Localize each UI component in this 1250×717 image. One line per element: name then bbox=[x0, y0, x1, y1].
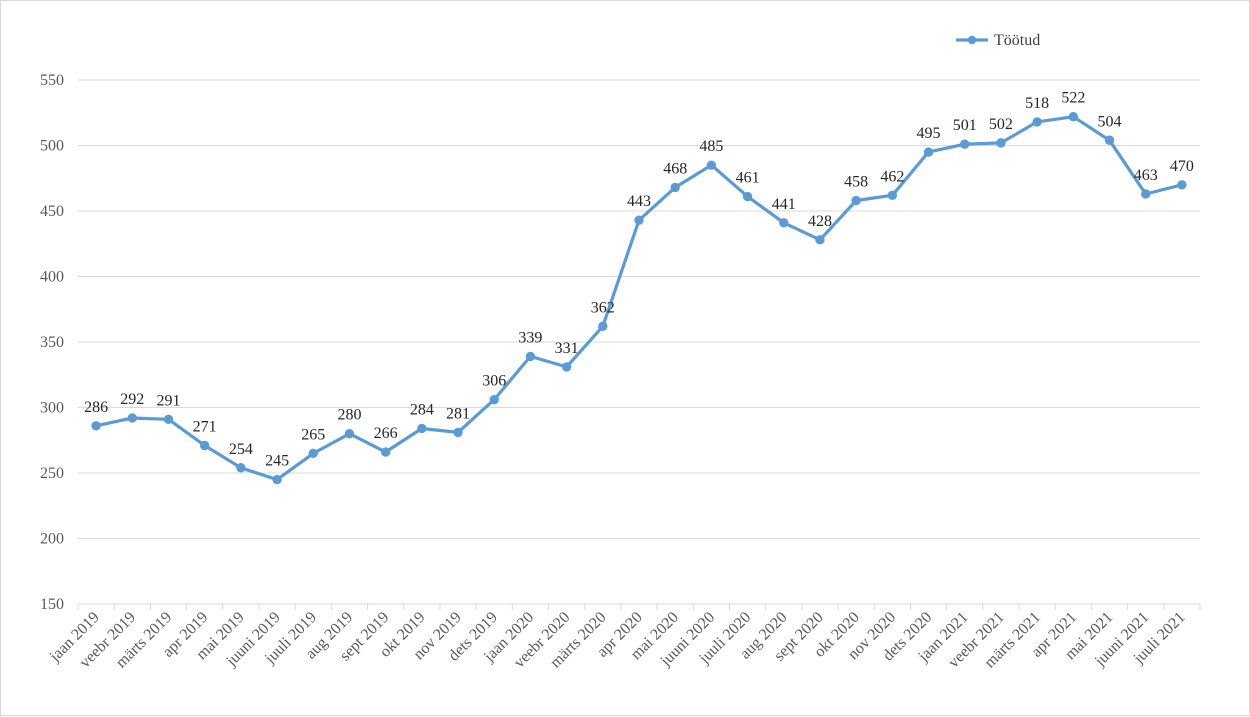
data-label: 339 bbox=[518, 329, 542, 346]
data-point bbox=[1032, 117, 1042, 127]
y-tick-label: 300 bbox=[40, 400, 64, 417]
data-label: 428 bbox=[808, 213, 832, 230]
data-point bbox=[815, 235, 825, 245]
data-label: 281 bbox=[446, 405, 470, 422]
series-group bbox=[91, 111, 1187, 485]
data-point bbox=[1068, 111, 1079, 122]
data-point bbox=[851, 195, 861, 206]
data-point bbox=[380, 447, 391, 457]
data-point bbox=[706, 160, 717, 170]
data-point bbox=[272, 474, 282, 485]
data-point bbox=[525, 351, 536, 362]
data-point bbox=[417, 423, 427, 434]
data-point bbox=[960, 139, 970, 149]
y-tick-label: 250 bbox=[40, 465, 64, 482]
data-point bbox=[670, 182, 680, 193]
data-label: 441 bbox=[772, 196, 796, 213]
data-label: 245 bbox=[265, 453, 289, 470]
gridlines bbox=[78, 79, 1200, 539]
data-label: 284 bbox=[410, 401, 434, 418]
series-line-tootud bbox=[94, 115, 1184, 482]
data-label: 485 bbox=[699, 138, 723, 155]
data-point bbox=[561, 362, 572, 372]
data-point bbox=[344, 429, 355, 439]
legend: Töötud bbox=[956, 32, 1040, 49]
data-label: 522 bbox=[1061, 90, 1085, 107]
data-point bbox=[996, 138, 1006, 148]
data-label: 461 bbox=[736, 170, 760, 187]
data-label: 458 bbox=[844, 174, 868, 191]
data-point bbox=[887, 190, 898, 200]
data-point bbox=[199, 440, 210, 451]
data-point bbox=[742, 191, 753, 202]
data-label: 443 bbox=[627, 193, 651, 210]
data-label: 501 bbox=[953, 117, 977, 134]
data-point bbox=[308, 448, 318, 459]
y-axis: 150 200 250 300 350 400 450 500 550 bbox=[40, 72, 64, 613]
data-label: 495 bbox=[917, 125, 941, 142]
data-label: 291 bbox=[156, 392, 180, 409]
data-point bbox=[91, 421, 101, 431]
y-tick-label: 450 bbox=[40, 203, 64, 220]
data-point bbox=[453, 427, 463, 438]
data-label: 280 bbox=[337, 407, 361, 424]
data-label: 518 bbox=[1025, 95, 1049, 112]
y-tick-label: 400 bbox=[40, 269, 64, 286]
x-axis bbox=[77, 603, 1201, 610]
legend-point-marker bbox=[967, 35, 977, 45]
data-label: 271 bbox=[193, 418, 217, 435]
data-label: 463 bbox=[1134, 167, 1158, 184]
data-label: 286 bbox=[84, 399, 108, 416]
data-point bbox=[1104, 135, 1115, 145]
y-tick-label: 200 bbox=[40, 531, 64, 548]
data-label: 504 bbox=[1098, 113, 1122, 130]
y-tick-label: 150 bbox=[40, 596, 64, 613]
legend-label: Töötud bbox=[994, 32, 1040, 49]
data-point bbox=[923, 147, 934, 157]
data-labels: 286 292 291 271 254 245 265 280 266 284 281 306 339 3… bbox=[84, 90, 1194, 470]
data-label: 470 bbox=[1170, 158, 1194, 175]
data-label: 306 bbox=[482, 373, 506, 390]
data-label: 468 bbox=[663, 160, 687, 177]
data-label: 265 bbox=[301, 426, 325, 443]
y-tick-label: 500 bbox=[40, 138, 64, 155]
y-tick-label: 550 bbox=[40, 72, 64, 89]
data-label: 331 bbox=[555, 340, 579, 357]
data-point bbox=[489, 394, 499, 405]
data-label: 254 bbox=[229, 441, 253, 458]
data-point bbox=[1141, 189, 1151, 199]
data-label: 266 bbox=[374, 425, 398, 442]
y-tick-label: 350 bbox=[40, 334, 64, 351]
data-point bbox=[1177, 180, 1187, 190]
data-label: 502 bbox=[989, 116, 1013, 133]
data-label: 292 bbox=[120, 391, 144, 408]
data-point bbox=[634, 215, 644, 225]
data-point bbox=[236, 463, 246, 473]
data-point bbox=[163, 414, 174, 424]
data-point bbox=[127, 413, 137, 423]
data-point bbox=[779, 218, 789, 228]
data-label: 462 bbox=[880, 168, 904, 185]
data-label: 362 bbox=[591, 299, 615, 316]
data-point bbox=[598, 321, 608, 331]
